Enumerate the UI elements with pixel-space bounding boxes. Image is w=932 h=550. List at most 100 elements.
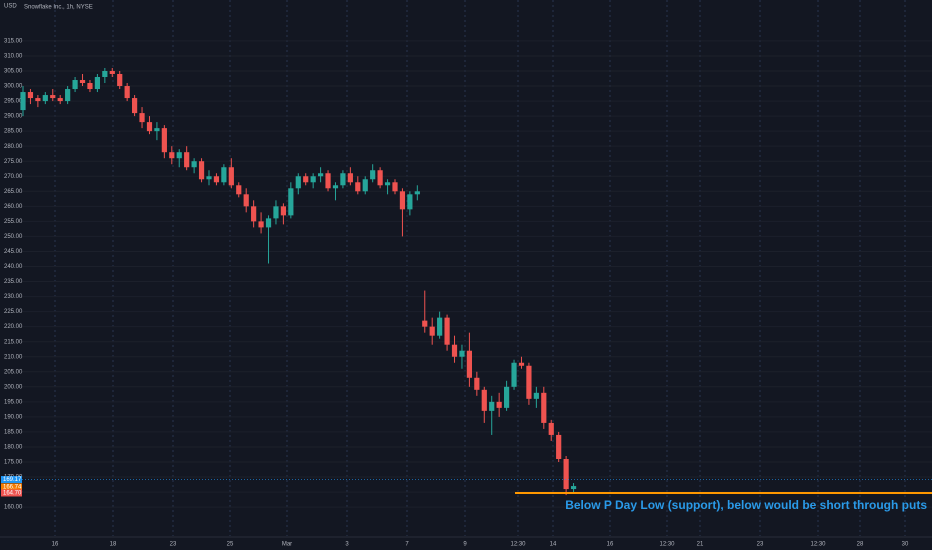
candle-body <box>474 377 480 390</box>
x-tick-label: 14 <box>550 542 557 548</box>
candle-body <box>139 113 145 123</box>
candle-body <box>117 73 123 87</box>
x-tick-label: 23 <box>170 542 177 548</box>
x-tick-label: 21 <box>697 542 704 548</box>
candle-body <box>399 191 406 210</box>
candle-body <box>332 185 339 189</box>
y-tick-label: 255.00 <box>4 219 23 225</box>
candle-body <box>429 326 435 336</box>
y-tick-label: 180.00 <box>4 445 23 451</box>
candle-body <box>489 401 495 411</box>
candle-body <box>303 176 309 183</box>
annotation-text: Below P Day Low (support), below would b… <box>565 498 927 512</box>
candle-body <box>414 191 420 195</box>
y-tick-label: 245.00 <box>4 249 23 255</box>
candle-body <box>265 218 272 228</box>
price-tag <box>1 489 22 497</box>
candle-body <box>213 176 220 183</box>
candle-body <box>384 182 391 186</box>
x-tick-label: 12:30 <box>510 542 526 548</box>
x-tick-label: 16 <box>52 542 59 548</box>
x-tick-label: 18 <box>110 542 117 548</box>
candle-body <box>496 401 502 408</box>
candle-body <box>466 350 472 378</box>
candle-body <box>444 317 450 345</box>
y-tick-label: 315.00 <box>4 38 23 44</box>
candle-body <box>191 161 197 168</box>
candle-body <box>251 206 257 222</box>
x-tick-label: 28 <box>857 542 864 548</box>
candle-body <box>169 152 175 159</box>
candle-body <box>377 170 383 186</box>
candle-body <box>198 161 205 180</box>
y-tick-label: 230.00 <box>4 294 23 300</box>
y-tick-label: 275.00 <box>4 159 23 165</box>
candle-body <box>459 350 465 357</box>
y-tick-label: 290.00 <box>4 114 23 120</box>
price-tag-label: 164.70 <box>3 491 22 497</box>
y-tick-label: 195.00 <box>4 399 23 405</box>
y-tick-label: 305.00 <box>4 69 23 75</box>
y-tick-label: 160.00 <box>4 505 23 511</box>
candle-body <box>20 92 26 111</box>
candle-body <box>392 182 398 192</box>
y-tick-label: 225.00 <box>4 309 23 315</box>
candle-body <box>347 173 353 183</box>
candle-body <box>273 206 279 219</box>
candle-body <box>280 206 286 216</box>
candle-body <box>437 317 443 336</box>
y-tick-label: 260.00 <box>4 204 23 210</box>
y-tick-label: 185.00 <box>4 430 23 436</box>
candle-body <box>451 344 458 357</box>
candle-body <box>325 173 331 189</box>
x-tick-label: Mar <box>282 542 292 548</box>
price-tag <box>1 483 22 491</box>
candle-body <box>518 362 525 366</box>
x-tick-label: 12:30 <box>659 542 675 548</box>
x-tick-label: 30 <box>902 542 909 548</box>
y-tick-label: 300.00 <box>4 84 23 90</box>
y-tick-label: 265.00 <box>4 189 23 195</box>
y-tick-label: 200.00 <box>4 384 23 390</box>
candle-body <box>526 365 532 399</box>
candle-body <box>243 194 249 207</box>
candle-body <box>556 434 562 459</box>
candle-body <box>72 80 78 90</box>
x-tick-label: 3 <box>345 542 349 548</box>
y-tick-label: 175.00 <box>4 460 23 466</box>
candle-body <box>27 92 34 99</box>
candle-body <box>94 77 100 90</box>
candle-body <box>422 320 428 327</box>
candle-body <box>65 89 71 102</box>
candle-body <box>288 188 294 216</box>
y-tick-label: 235.00 <box>4 279 23 285</box>
candle-body <box>504 386 510 408</box>
x-tick-label: 23 <box>757 542 764 548</box>
candle-body <box>154 128 160 132</box>
candle-body <box>541 392 547 423</box>
candle-body <box>310 176 316 183</box>
candle-body <box>548 422 554 435</box>
candle-body <box>481 389 487 411</box>
candle-body <box>109 70 115 74</box>
y-tick-label: 270.00 <box>4 174 23 180</box>
candle-body <box>50 95 56 99</box>
candle-body <box>42 95 48 102</box>
candle-body <box>102 70 108 78</box>
y-tick-label: 295.00 <box>4 99 23 105</box>
candle-body <box>161 128 167 153</box>
candle-body <box>206 176 212 180</box>
price-tag <box>1 476 22 484</box>
candle-body <box>176 152 182 159</box>
candle-body <box>146 122 153 132</box>
y-tick-label: 205.00 <box>4 369 23 375</box>
candle-body <box>533 392 539 399</box>
candle-body <box>370 170 376 180</box>
y-tick-label: 285.00 <box>4 129 23 135</box>
y-tick-label: 280.00 <box>4 144 23 150</box>
candle-body <box>318 173 324 177</box>
candle-body <box>221 167 227 183</box>
candle-body <box>340 173 346 186</box>
